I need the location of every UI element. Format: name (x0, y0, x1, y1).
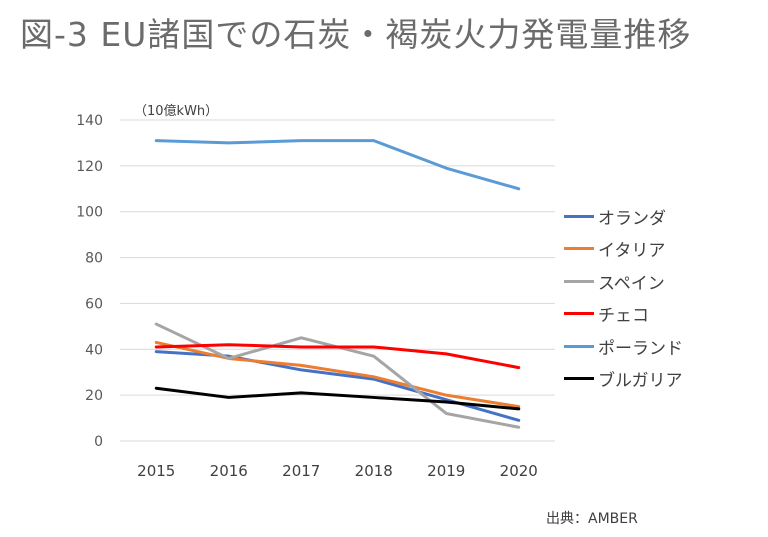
y-tick-label: 80 (85, 251, 103, 267)
series-line (154, 139, 521, 191)
legend-swatch (564, 247, 594, 251)
x-tick-label: 2017 (282, 462, 320, 480)
legend: オランダイタリアスペインチェコポーランドブルガリア (564, 200, 683, 395)
y-tick-label: 60 (85, 296, 103, 312)
legend-item: オランダ (564, 200, 683, 233)
series-lines (154, 139, 521, 429)
legend-label: ポーランド (598, 338, 683, 359)
y-axis-ticks: 0 20 40 60 80 100 120 140 (76, 113, 103, 450)
legend-swatch (564, 214, 594, 218)
x-tick-label: 2018 (355, 462, 393, 480)
x-tick-label: 2016 (210, 462, 248, 480)
legend-swatch (564, 344, 594, 348)
y-tick-label: 140 (76, 113, 103, 129)
legend-swatch (564, 279, 594, 283)
series-line (154, 386, 521, 411)
y-tick-label: 100 (76, 205, 103, 221)
y-tick-label: 0 (94, 434, 103, 450)
series-line (154, 343, 521, 370)
legend-swatch (564, 312, 594, 316)
legend-swatch (564, 377, 594, 381)
y-tick-label: 20 (85, 388, 103, 404)
series-line (154, 350, 521, 422)
legend-label: オランダ (598, 208, 666, 229)
source-note: 出典：AMBER (546, 511, 638, 527)
x-tick-label: 2020 (500, 462, 538, 480)
y-tick-label: 40 (85, 342, 103, 358)
series-line (154, 340, 521, 409)
x-axis-ticks: 2015 2016 2017 2018 2019 2020 (137, 462, 538, 480)
y-axis-unit-label: （10億kWh） (134, 104, 219, 119)
legend-item: ブルガリア (564, 363, 683, 396)
legend-label: スペイン (598, 273, 665, 294)
legend-item: イタリア (564, 233, 683, 266)
x-tick-label: 2015 (137, 462, 175, 480)
legend-label: ブルガリア (598, 371, 683, 392)
legend-label: イタリア (598, 241, 666, 262)
chart-title: 図-3 EU諸国での石炭・褐炭火力発電量推移 (20, 15, 692, 54)
legend-label: チェコ (598, 306, 649, 327)
y-tick-label: 120 (76, 159, 103, 175)
legend-item: チェコ (564, 298, 683, 331)
legend-item: ポーランド (564, 330, 683, 363)
legend-item: スペイン (564, 265, 683, 298)
x-tick-label: 2019 (427, 462, 465, 480)
